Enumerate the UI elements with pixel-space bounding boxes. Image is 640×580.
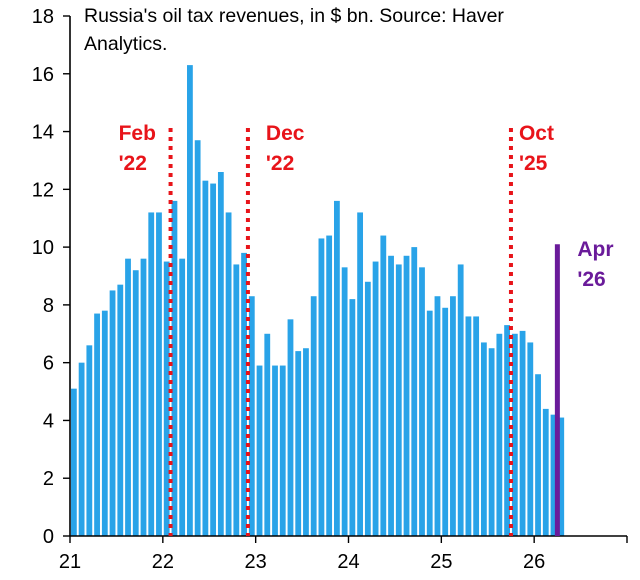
bar [395,264,402,536]
bar [450,296,456,536]
bar [511,333,518,536]
bar [225,212,232,536]
bar [70,388,77,536]
bar [434,296,441,536]
bar [279,365,286,536]
bar [496,333,503,536]
bar [202,180,209,536]
x-tick-label: 25 [430,551,452,573]
bar [272,365,278,536]
bar [550,414,557,536]
bar [519,330,526,536]
event-marker-label: '25 [519,152,548,175]
event-marker-label: '26 [577,268,605,291]
bar [187,65,193,536]
event-marker-label: '22 [266,152,294,175]
bar [171,200,178,536]
bar [403,255,410,536]
bar [527,342,534,536]
x-tick-label: 26 [523,551,545,573]
bar [411,247,418,536]
bar [349,299,356,536]
bar [372,261,379,536]
bar [457,264,464,536]
bar [333,200,340,536]
y-tick-label: 10 [32,237,54,259]
bar [380,235,387,537]
bar [86,345,93,536]
bar [248,296,255,536]
bar [558,417,565,536]
bar [256,365,263,536]
bar [194,140,201,536]
bar [264,333,271,536]
bar [109,290,116,536]
bar [341,267,348,536]
y-tick-label: 18 [32,6,54,28]
event-marker-label: Apr [577,238,613,261]
y-tick-label: 2 [43,468,54,490]
bar [241,252,247,536]
bar [480,342,487,536]
y-tick-label: 14 [32,122,54,144]
bar [542,408,549,536]
bar [442,307,449,536]
bar [388,255,394,536]
bar [156,212,162,536]
bar [140,258,147,536]
chart-title: Russia's oil tax revenues, in $ bn. Sour… [84,5,504,27]
event-marker-label: Oct [519,122,554,145]
bar [310,296,317,536]
bar [419,267,425,536]
bar [318,238,325,536]
bar [465,316,472,536]
bar [287,319,294,536]
x-tick-label: 24 [337,551,359,573]
bar [326,235,333,537]
bar [364,281,371,536]
bar [426,310,433,536]
bar [303,348,309,536]
bar [535,374,541,536]
bar [179,258,186,536]
bar [210,183,217,537]
bar [163,261,170,536]
x-tick-label: 23 [245,551,267,573]
y-tick-label: 16 [32,64,54,86]
bar [504,325,510,536]
bar [217,172,224,536]
bar [357,212,364,536]
x-tick-label: 21 [59,551,81,573]
bar [473,316,480,536]
bar [488,348,495,536]
bar [117,284,124,536]
y-tick-label: 6 [43,353,54,375]
bar [295,351,302,536]
bar [94,313,100,536]
event-marker-label: '22 [119,152,147,175]
y-tick-label: 4 [43,410,54,432]
bar [132,270,139,536]
event-marker-label: Dec [266,122,305,145]
y-tick-label: 8 [43,295,54,317]
y-tick-label: 0 [43,526,54,548]
y-tick-label: 12 [32,179,54,201]
x-tick-label: 22 [152,551,174,573]
chart-title: Analytics. [84,33,167,55]
bar [78,362,85,536]
bar [148,212,155,536]
bar [233,264,240,536]
bar [125,258,131,536]
bar [101,310,108,536]
event-marker-label: Feb [119,122,156,145]
